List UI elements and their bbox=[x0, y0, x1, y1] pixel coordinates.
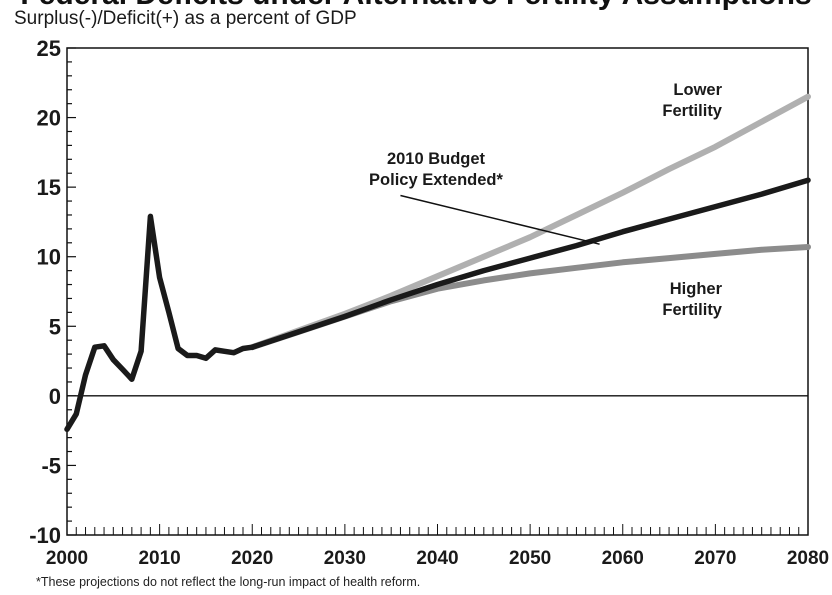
y-tick-label: -10 bbox=[29, 523, 61, 548]
series-line-lower-fertility bbox=[249, 93, 811, 351]
series-line-higher-fertility bbox=[249, 244, 811, 351]
series-line-budget-policy-extended bbox=[249, 177, 811, 350]
x-tick-label: 2040 bbox=[416, 548, 458, 569]
x-tick-label: 2050 bbox=[509, 548, 551, 569]
annotation-pointer-line bbox=[400, 194, 600, 245]
chart-title-clipped: Federal Deficits under Alternative Ferti… bbox=[0, 0, 832, 12]
series-label-budget-policy-extended: 2010 Budget bbox=[387, 150, 486, 168]
y-tick-label: 15 bbox=[37, 175, 61, 200]
x-tick-label: 2030 bbox=[324, 548, 366, 569]
series-line-historical bbox=[64, 213, 256, 433]
x-tick-label: 2080 bbox=[787, 548, 829, 569]
y-tick-label: 25 bbox=[37, 36, 61, 61]
series-label-lower-fertility: Fertility bbox=[662, 102, 722, 120]
y-tick-label: 0 bbox=[49, 384, 61, 409]
y-tick-label: 5 bbox=[49, 314, 61, 339]
footnote: *These projections do not reflect the lo… bbox=[36, 575, 421, 589]
series-label-budget-policy-extended: Policy Extended* bbox=[369, 171, 503, 189]
series-label-higher-fertility: Higher bbox=[670, 280, 723, 298]
series-label-higher-fertility: Fertility bbox=[662, 301, 722, 319]
x-tick-label: 2000 bbox=[46, 548, 88, 569]
y-tick-label: -5 bbox=[41, 453, 61, 478]
chart-lines bbox=[64, 93, 811, 433]
y-tick-label: 10 bbox=[37, 245, 61, 270]
series-label-lower-fertility: Lower bbox=[673, 81, 722, 99]
x-tick-label: 2020 bbox=[231, 548, 273, 569]
series-labels: Lower Fertility 2010 Budget Policy Extended… bbox=[369, 81, 723, 319]
x-tick-label: 2060 bbox=[602, 548, 644, 569]
y-tick-label: 20 bbox=[37, 106, 61, 131]
x-tick-label: 2070 bbox=[694, 548, 736, 569]
chart-subtitle: Surplus(-)/Deficit(+) as a percent of GD… bbox=[14, 8, 357, 29]
x-tick-label: 2010 bbox=[138, 548, 180, 569]
